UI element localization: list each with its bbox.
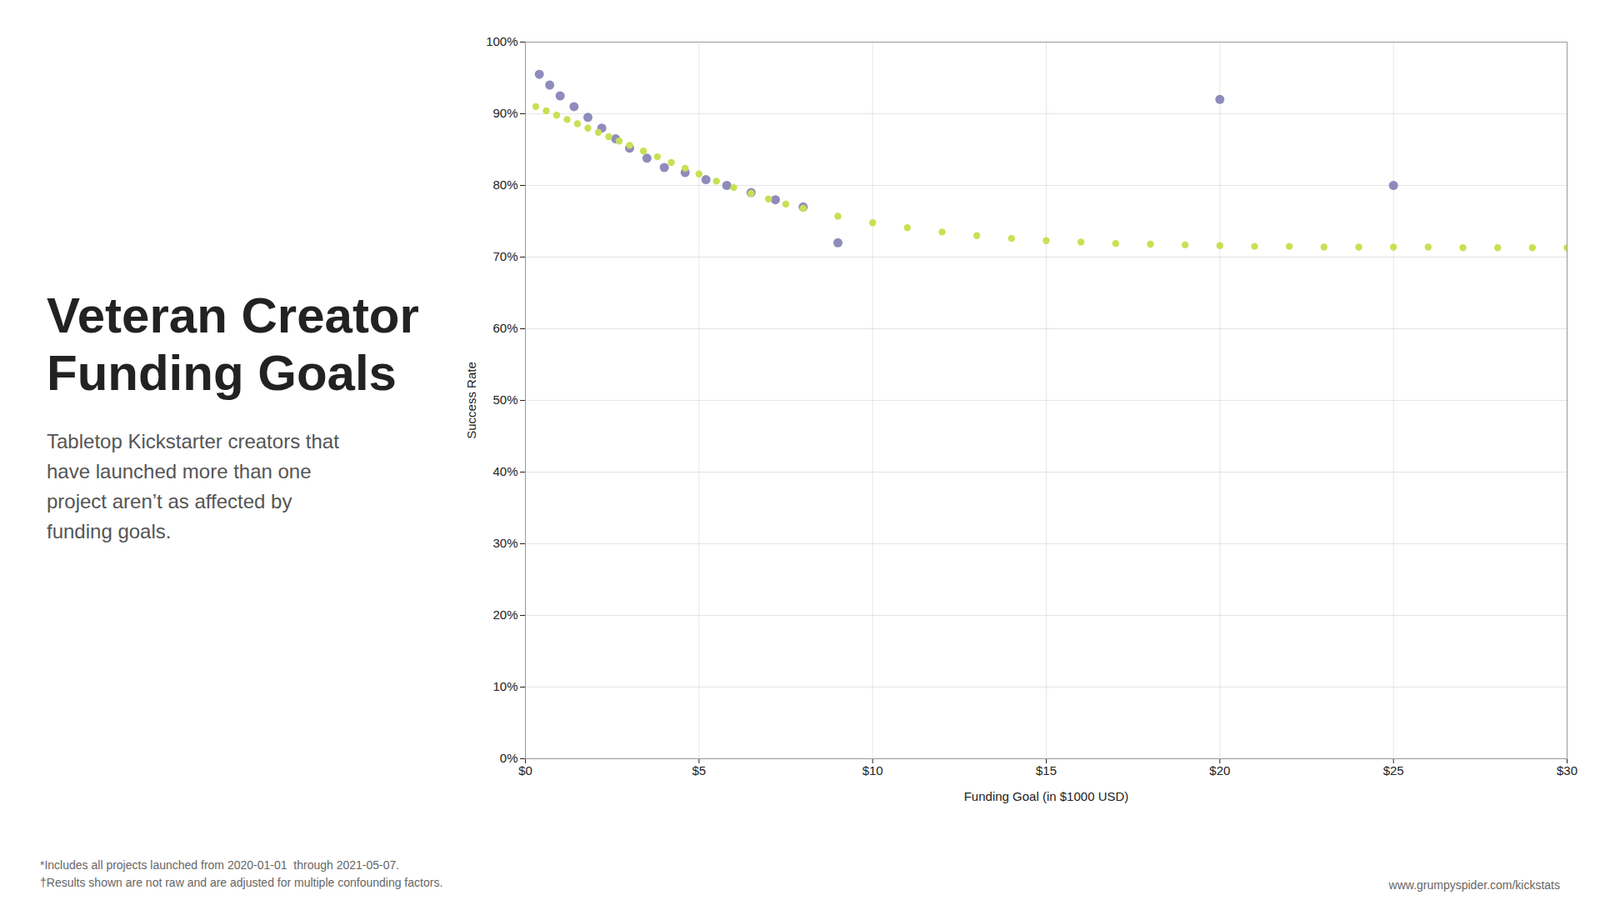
svg-text:40%: 40% bbox=[492, 464, 518, 479]
svg-text:$5: $5 bbox=[691, 763, 706, 778]
html-text:*Includes all projects launche: *Includes all projects launched from 202… bbox=[40, 858, 400, 872]
svg-text:$10: $10 bbox=[862, 763, 884, 778]
svg-text:$30: $30 bbox=[1556, 763, 1578, 778]
html-text:Tabletop Kickstarter creators: Tabletop Kickstarter creators that have … bbox=[46, 430, 339, 543]
html-text:www.grumpyspider.com/kickstats: www.grumpyspider.com/kickstats bbox=[1388, 878, 1560, 892]
svg-text:0%: 0% bbox=[500, 750, 519, 765]
html-text:Veteran Creator Funding Goals: Veteran Creator Funding Goals bbox=[46, 287, 420, 401]
svg-text:$0: $0 bbox=[518, 763, 533, 778]
svg-text:$25: $25 bbox=[1383, 763, 1405, 778]
svg-text:Funding Goal (in $1000 USD): Funding Goal (in $1000 USD) bbox=[964, 789, 1130, 804]
svg-text:10%: 10% bbox=[492, 679, 518, 694]
svg-text:$15: $15 bbox=[1035, 763, 1057, 778]
svg-text:70%: 70% bbox=[492, 249, 518, 264]
html-text:†Results shown are not raw and: †Results shown are not raw and are adjus… bbox=[40, 875, 443, 890]
svg-text:60%: 60% bbox=[492, 320, 518, 335]
svg-text:30%: 30% bbox=[492, 535, 518, 550]
svg-text:Success Rate: Success Rate bbox=[464, 361, 479, 440]
svg-text:20%: 20% bbox=[492, 607, 518, 622]
svg-text:90%: 90% bbox=[492, 105, 518, 120]
svg-text:50%: 50% bbox=[492, 392, 518, 407]
svg-text:80%: 80% bbox=[492, 177, 518, 192]
svg-text:100%: 100% bbox=[485, 34, 518, 49]
svg-text:$20: $20 bbox=[1209, 763, 1230, 778]
